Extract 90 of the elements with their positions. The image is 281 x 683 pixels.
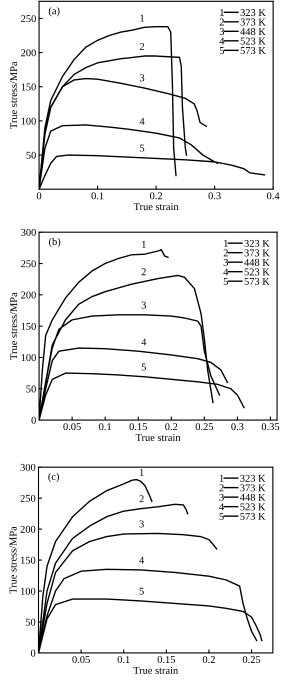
chart-title: (b) (49, 238, 60, 248)
y-tick-label: 200 (21, 292, 36, 299)
legend-label: 523 K (240, 503, 266, 510)
x-tick-label: 0 (36, 192, 42, 200)
annotation: 4 (140, 118, 144, 125)
y-tick-label: 200 (20, 526, 36, 533)
annotation: 3 (140, 520, 144, 528)
text: 3 (219, 494, 224, 501)
annotation: 5 (142, 364, 146, 370)
x-axis-title: True strain (133, 666, 178, 674)
chart-title: (a) (48, 7, 60, 16)
text: 1 (224, 240, 228, 247)
y-tick-label: 50 (26, 152, 36, 159)
y-tick-label: 50 (26, 618, 36, 626)
annotation: 3 (142, 302, 146, 309)
annotation: 4 (141, 338, 146, 346)
y-tick-label: 0 (31, 416, 36, 424)
x-tick-label: 0.4 (267, 192, 280, 200)
y-tick-label: 150 (21, 556, 36, 564)
text: 3 (224, 258, 228, 266)
y-tick-label: 200 (21, 49, 36, 56)
y-axis-title: True stress/MPa (10, 526, 17, 594)
legend-label: 573 K (240, 512, 266, 520)
x-tick-label: 0.1 (118, 656, 130, 664)
text: 4 (223, 268, 228, 276)
x-tick-label: 0.25 (196, 423, 214, 430)
legend-label: 523 K (244, 268, 270, 276)
text: 4 (219, 503, 224, 510)
annotation: 5 (140, 144, 144, 152)
legend-label: 523 K (240, 38, 266, 45)
annotation: 2 (140, 42, 144, 50)
x-tick-label: 0.2 (202, 656, 215, 664)
y-tick-label: 150 (22, 322, 36, 330)
legend-label: 448 K (240, 28, 266, 36)
legend-label: 373 K (240, 484, 266, 492)
annotation: 1 (140, 14, 144, 22)
y-axis-title: True stress/MPa (10, 292, 18, 360)
text: 2 (224, 249, 228, 256)
x-tick-label: 0.15 (158, 656, 176, 664)
x-tick-label: 0.25 (242, 656, 260, 664)
y-tick-label: 250 (21, 260, 36, 268)
legend-label: 448 K (240, 494, 266, 501)
x-tick-label: 0.15 (130, 423, 147, 430)
x-tick-label: 0.3 (208, 192, 221, 200)
y-tick-label: 100 (22, 118, 36, 125)
annotation: 2 (142, 268, 146, 276)
annotation: 4 (139, 556, 144, 564)
y-tick-label: 300 (21, 228, 36, 236)
legend-label: 448 K (244, 258, 270, 266)
x-tick-label: 0.3 (231, 423, 244, 430)
text: 1 (220, 9, 224, 16)
x-tick-label: 0.1 (99, 423, 112, 430)
x-tick-label: 0.05 (72, 656, 90, 664)
text: 5 (220, 512, 224, 520)
text: 4 (219, 38, 224, 44)
text: 5 (220, 47, 224, 54)
x-axis-title: True strain (136, 434, 180, 441)
y-tick-label: 50 (26, 385, 36, 392)
text: 2 (220, 18, 224, 26)
annotation: 1 (140, 469, 144, 476)
text: 5 (224, 278, 228, 285)
annotation: 1 (142, 240, 146, 248)
legend-label: 573 K (240, 47, 266, 54)
annotation: 2 (139, 495, 144, 502)
y-tick-label: 100 (22, 354, 36, 362)
x-tick-label: 0.2 (165, 423, 178, 430)
text: 2 (219, 484, 224, 492)
y-tick-label: 0 (30, 650, 36, 657)
legend-label: 373 K (244, 249, 270, 256)
y-tick-label: 250 (21, 15, 36, 22)
text: 1 (220, 474, 224, 482)
x-tick-label: 0.35 (262, 423, 280, 430)
legend-label: 323 K (240, 9, 266, 16)
y-tick-label: 100 (21, 588, 36, 595)
annotation: 3 (140, 74, 144, 82)
legend-label: 373 K (240, 18, 266, 26)
legend-label: 323 K (240, 474, 266, 482)
annotation: 5 (140, 588, 144, 595)
chart-title: (c) (48, 472, 59, 482)
legend-label: 323 K (244, 240, 270, 247)
y-tick-label: 300 (20, 464, 36, 471)
y-axis-title: True stress/MPa (10, 62, 18, 129)
x-tick-label: 0.1 (91, 192, 104, 200)
x-axis-title: True strain (134, 203, 178, 210)
text: 3 (220, 28, 224, 36)
x-tick-label: 0.05 (63, 423, 81, 430)
y-tick-label: 150 (22, 83, 36, 90)
x-tick-label: 0.2 (150, 192, 162, 200)
y-tick-label: 250 (20, 494, 36, 502)
legend-label: 573 K (244, 278, 270, 285)
